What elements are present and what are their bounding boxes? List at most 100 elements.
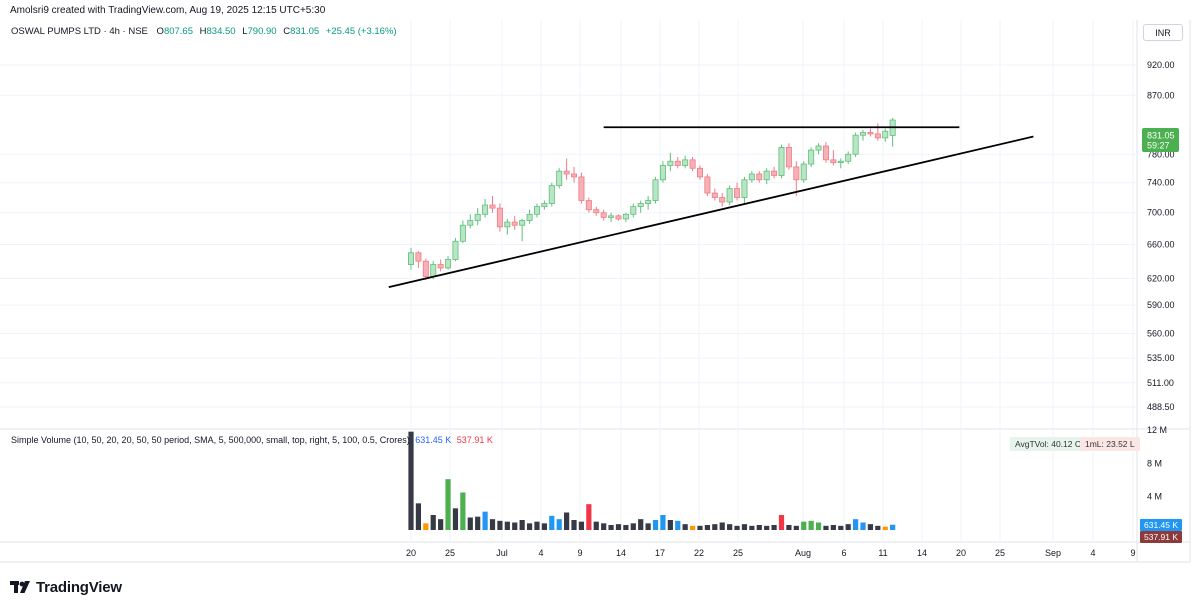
candle-body xyxy=(637,203,644,207)
time-axis-label: 20 xyxy=(406,548,416,558)
volume-bar xyxy=(623,525,629,530)
candle-body xyxy=(407,252,414,265)
candle xyxy=(585,197,592,213)
volume-bar xyxy=(408,431,414,530)
candle xyxy=(682,155,689,169)
volume-bar xyxy=(749,525,755,530)
candle-body xyxy=(489,204,496,209)
candle xyxy=(415,251,422,268)
candle xyxy=(482,199,489,218)
volume-bar xyxy=(756,525,762,530)
candle-body xyxy=(771,170,778,176)
volume-axis-label: 4 M xyxy=(1147,492,1162,502)
time-axis-label: Jul xyxy=(496,548,508,558)
volume-bar xyxy=(467,517,473,530)
candle xyxy=(771,166,778,179)
candle xyxy=(778,144,785,179)
time-axis-label: 6 xyxy=(841,548,846,558)
candle xyxy=(748,171,755,183)
price-axis-label: 780.00 xyxy=(1147,149,1175,159)
time-axis-label: 9 xyxy=(577,548,582,558)
candle xyxy=(867,128,874,137)
volume-bar xyxy=(549,515,555,530)
candle xyxy=(726,185,733,206)
volume-bar xyxy=(697,525,703,530)
candle-body xyxy=(430,264,437,277)
volume-bar xyxy=(534,521,540,530)
volume-bar xyxy=(578,521,585,530)
candle-body xyxy=(837,160,844,164)
candle-body xyxy=(682,159,689,166)
candle xyxy=(437,259,444,272)
volume-bar xyxy=(682,524,688,530)
volume-bar xyxy=(504,521,510,530)
candle xyxy=(645,196,652,210)
candle xyxy=(600,209,607,221)
candle-body xyxy=(548,185,555,204)
volume-badge-2-bg xyxy=(1140,531,1182,543)
price-axis-label: 511.00 xyxy=(1147,378,1174,388)
candle-body xyxy=(445,259,452,269)
price-axis-labels: 920.00 870.00 780.00 740.00 700.00 660.00 620.… xyxy=(1147,60,1175,412)
volume-bar xyxy=(845,524,851,530)
volume-bar xyxy=(423,523,429,530)
price-axis-label: 590.00 xyxy=(1147,300,1175,310)
volume-bar xyxy=(564,512,570,530)
volume-bar xyxy=(719,522,725,530)
candle-body xyxy=(600,212,607,218)
symbol-title: OSWAL PUMPS LTD · 4h · NSE xyxy=(11,26,148,37)
candle xyxy=(593,206,600,216)
candle-body xyxy=(474,213,481,221)
tradingview-logo[interactable]: TradingView xyxy=(10,577,122,597)
candle-body xyxy=(830,159,837,164)
candle-body xyxy=(571,173,578,178)
volume-bar xyxy=(704,525,710,530)
volume-badge-1: 631.45 K xyxy=(1144,520,1178,530)
volume-bar xyxy=(430,515,436,530)
candle-body xyxy=(689,159,696,169)
high-label: H xyxy=(199,26,207,37)
candle-body xyxy=(822,145,829,161)
candle-body xyxy=(459,224,466,242)
candle-body xyxy=(652,179,659,201)
candle xyxy=(763,168,770,185)
time-axis-label: 25 xyxy=(445,548,455,558)
candle-body xyxy=(711,192,718,198)
currency-selector[interactable]: INR xyxy=(1143,24,1183,41)
support-trendline[interactable] xyxy=(388,135,1034,288)
price-axis-label: 920.00 xyxy=(1147,60,1175,70)
candle xyxy=(659,161,666,183)
volume-bars xyxy=(408,431,896,530)
trendlines[interactable] xyxy=(388,126,1034,288)
volume-badge-2: 537.91 K xyxy=(1144,532,1178,542)
volume-bar xyxy=(452,508,459,530)
volume-bar xyxy=(778,515,785,530)
candle xyxy=(474,208,481,226)
volume-bar xyxy=(497,520,503,530)
volume-bar xyxy=(475,516,481,530)
one-milli-tag: 1mL: 23.52 L xyxy=(1080,437,1140,451)
candle-body xyxy=(519,220,526,226)
volume-bar xyxy=(867,524,874,530)
candle xyxy=(852,132,859,158)
candle xyxy=(793,161,800,197)
candle xyxy=(808,147,815,167)
candle xyxy=(445,256,452,270)
volume-badges: 631.45 K 537.91 K xyxy=(1140,519,1182,543)
candle xyxy=(615,214,622,221)
candle xyxy=(526,209,533,224)
candle-body xyxy=(511,221,518,226)
time-axis-label: Aug xyxy=(795,548,811,558)
volume-bar xyxy=(801,521,807,530)
last-price-value: 831.05 xyxy=(1147,131,1175,141)
volume-bar xyxy=(689,525,696,530)
candle xyxy=(548,182,555,207)
candle xyxy=(696,165,703,180)
time-axis-label: 4 xyxy=(1090,548,1095,558)
candle-body xyxy=(482,204,489,215)
volume-bar xyxy=(556,519,562,530)
candle xyxy=(407,247,414,270)
volume-bar xyxy=(415,503,422,530)
price-axis-label: 535.00 xyxy=(1147,353,1175,363)
